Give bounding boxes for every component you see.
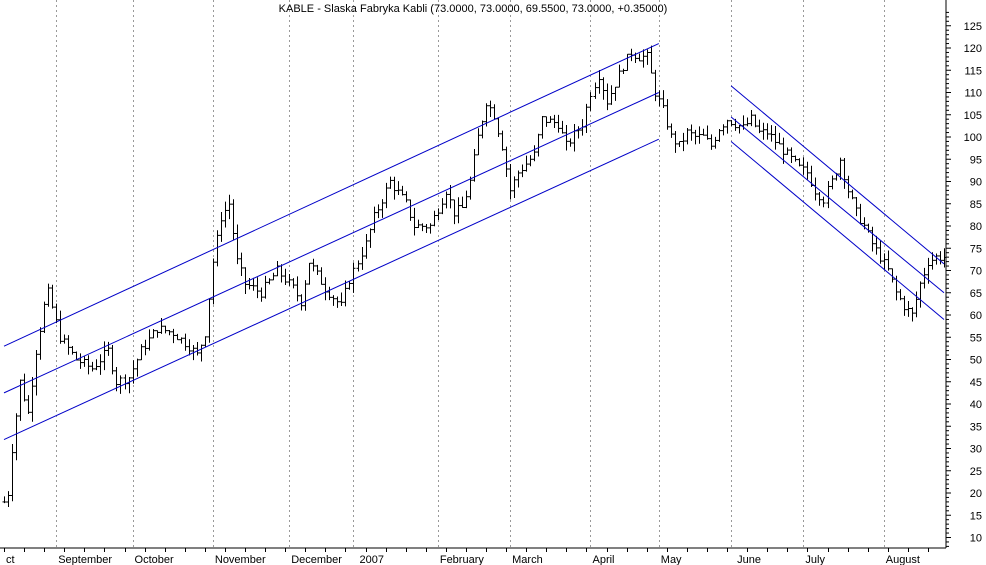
channel-line-upper [3,43,659,347]
y-tick-label: 10 [970,533,982,545]
x-tick-label: April [592,554,614,565]
channel-line-down-upper [730,85,945,265]
y-tick-label: 90 [970,177,982,189]
y-tick-label: 50 [970,355,982,367]
y-tick-label: 80 [970,221,982,233]
axes [0,0,947,549]
y-tick-label: 15 [970,510,982,522]
grid-layer [56,0,885,548]
channel-line-down-middle [730,116,945,294]
x-tick-label: June [737,554,761,565]
y-tick-label: 55 [970,332,982,344]
y-tick-label: 45 [970,377,982,389]
channel-line-down-lower [730,141,945,320]
channel-line-middle [3,92,659,394]
regression-channels [3,43,945,441]
x-tick-label: February [440,554,485,565]
x-tick-label: December [291,554,342,565]
y-tick-label: 120 [964,43,982,55]
y-tick-label: 40 [970,399,982,411]
x-tick-label: May [661,554,682,565]
x-tick-label: November [215,554,266,565]
y-tick-label: 110 [964,88,982,100]
y-tick-label: 100 [964,132,982,144]
y-tick-labels: 10 15 20 25 30 35 40 45 50 55 60 65 70 75 80 85 90 95 100 1… [946,11,982,547]
x-tick-label: September [58,554,112,565]
y-tick-label: 85 [970,199,982,211]
y-tick-label: 65 [970,288,982,300]
y-tick-label: 125 [964,21,982,33]
y-tick-label: 60 [970,310,982,322]
x-tick-label: October [135,554,174,565]
x-tick-labels: ct September October November December 2007 Fe… [4,548,929,565]
y-tick-label: 20 [970,488,982,500]
channel-line-lower [3,138,659,441]
y-tick-label: 75 [970,243,982,255]
y-tick-label: 115 [964,65,982,77]
x-tick-label: March [512,554,543,565]
y-tick-label: 70 [970,266,982,278]
x-tick-label: 2007 [360,554,384,565]
chart-title: KABLE - Slaska Fabryka Kabli (73.0000, 7… [279,3,668,15]
y-tick-label: 95 [970,154,982,166]
y-tick-label: 105 [964,110,982,122]
y-tick-label: 30 [970,444,982,456]
price-bars [2,45,947,507]
x-tick-label: August [886,554,920,565]
x-tick-label: July [805,554,825,565]
x-tick-label: ct [6,554,15,565]
y-tick-label: 25 [970,466,982,478]
y-tick-label: 35 [970,421,982,433]
